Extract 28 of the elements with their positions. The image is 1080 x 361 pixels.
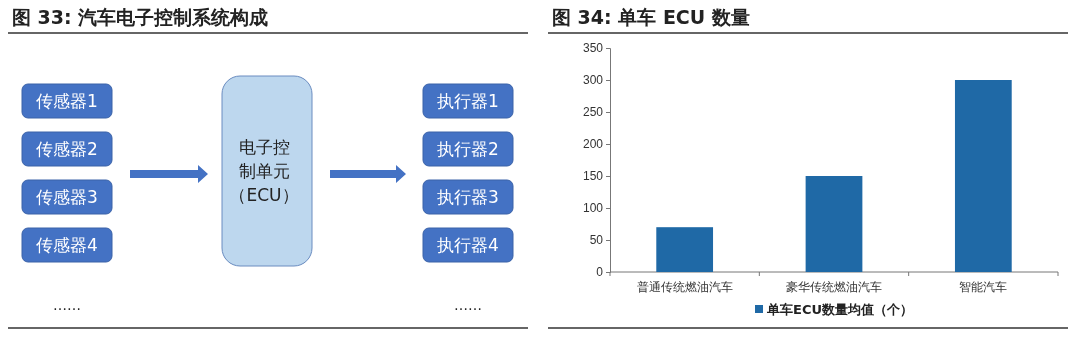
- text: 图 33: 汽车电子控制系统构成: [12, 6, 269, 28]
- text: ……: [53, 297, 81, 313]
- bar: [656, 227, 714, 272]
- y-tick-label: 100: [582, 201, 604, 216]
- text: 执行器1: [437, 91, 499, 111]
- text: ……: [454, 297, 482, 313]
- text: 执行器4: [437, 235, 499, 255]
- text: 执行器2: [437, 139, 499, 159]
- bar: [954, 80, 1012, 272]
- text: 传感器4: [36, 235, 98, 255]
- y-tick-label: 250: [582, 105, 604, 120]
- text: 电子控制单元（ECU）: [229, 137, 299, 205]
- text: 传感器2: [36, 139, 98, 159]
- y-tick-label: 200: [582, 137, 604, 152]
- legend-label: 单车ECU数量均值（个）: [766, 302, 913, 317]
- chart-title: 图 34: 单车 ECU 数量: [552, 6, 750, 28]
- text: 传感器3: [36, 187, 98, 207]
- x-tick-label: 豪华传统燃油汽车: [786, 279, 882, 294]
- x-tick-label: 普通传统燃油汽车: [636, 279, 733, 294]
- y-tick-label: 50: [589, 233, 604, 248]
- y-tick-label: 150: [582, 169, 604, 184]
- y-tick-label: 350: [582, 41, 604, 56]
- text: 执行器3: [437, 187, 499, 207]
- y-tick-label: 300: [582, 73, 604, 88]
- bar: [805, 176, 863, 272]
- text: 传感器1: [36, 91, 98, 111]
- x-tick-label: 智能汽车: [959, 279, 1008, 294]
- y-tick-label: 0: [596, 265, 604, 280]
